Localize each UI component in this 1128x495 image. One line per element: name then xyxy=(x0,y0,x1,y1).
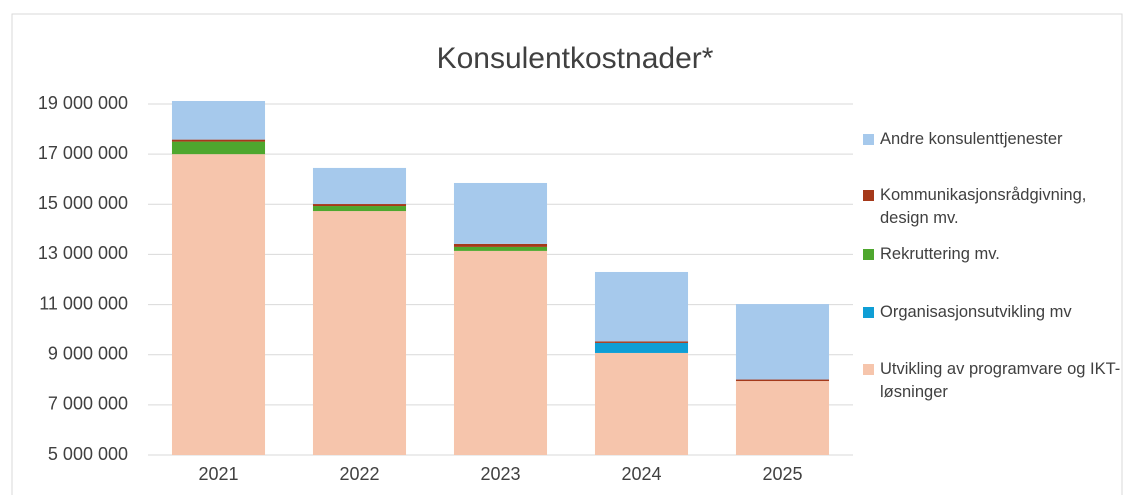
bar-segment xyxy=(735,379,830,382)
x-tick-label: 2023 xyxy=(480,464,520,484)
legend-label: Andre konsulenttjenester xyxy=(880,130,1063,148)
bar-segment xyxy=(735,304,830,380)
y-tick-label: 13 000 000 xyxy=(38,243,128,263)
bar-segment xyxy=(171,139,266,142)
bar-segment xyxy=(312,211,407,455)
bar-segment xyxy=(171,154,266,455)
bar-segment xyxy=(735,381,830,455)
legend-label: Rekruttering mv. xyxy=(880,245,1000,263)
x-tick-label: 2025 xyxy=(762,464,802,484)
bar-segment xyxy=(312,206,407,212)
bar-segment xyxy=(171,100,266,140)
chart-title: Konsulentkostnader* xyxy=(437,42,714,75)
y-tick-label: 9 000 000 xyxy=(48,343,128,363)
bar-segment xyxy=(453,250,548,455)
legend-swatch xyxy=(863,307,874,318)
x-tick-label: 2024 xyxy=(621,464,661,484)
bar-segment xyxy=(453,182,548,244)
bar-segment xyxy=(594,352,689,455)
x-tick-label: 2022 xyxy=(339,464,379,484)
bar-segment xyxy=(594,271,689,342)
legend-swatch xyxy=(863,190,874,201)
legend-swatch xyxy=(863,134,874,145)
y-tick-label: 19 000 000 xyxy=(38,93,128,113)
bar-segment xyxy=(594,342,689,353)
legend-swatch xyxy=(863,364,874,375)
y-tick-label: 11 000 000 xyxy=(39,293,128,313)
bar-segment xyxy=(453,243,548,247)
x-tick-label: 2021 xyxy=(198,464,238,484)
legend-label: Kommunikasjonsrådgivning, design mv. xyxy=(880,186,1087,227)
y-tick-label: 15 000 000 xyxy=(38,193,128,213)
bar-segment xyxy=(312,204,407,207)
y-tick-label: 5 000 000 xyxy=(48,444,128,464)
legend-label: Utvikling av programvare og IKT-løsninge… xyxy=(880,360,1121,401)
legend-swatch xyxy=(863,249,874,260)
bar-segment xyxy=(312,167,407,205)
bar-segment xyxy=(171,141,266,155)
y-tick-label: 17 000 000 xyxy=(38,143,128,163)
legend-label: Organisasjonsutvikling mv xyxy=(880,303,1072,321)
bar-segment xyxy=(453,246,548,251)
y-tick-label: 7 000 000 xyxy=(48,394,128,414)
bar-segment xyxy=(594,341,689,343)
